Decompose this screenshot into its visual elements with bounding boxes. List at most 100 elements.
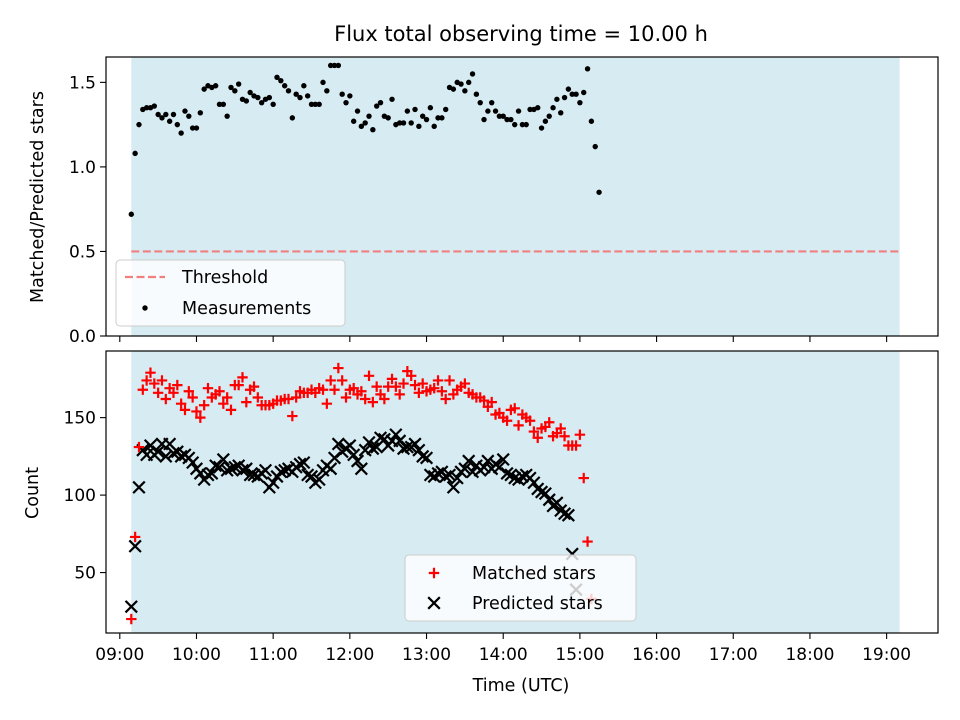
measurement-point <box>232 88 238 94</box>
matched-star-point <box>329 384 340 395</box>
matched-star-point <box>290 392 302 403</box>
predicted-star-point <box>389 428 403 442</box>
matched-star-point <box>187 392 198 403</box>
count-x-ticks: 09:00 10:00 11:00 12:00 13:00 14:00 15:00 16:00… <box>95 633 911 665</box>
measurement-point <box>496 113 503 119</box>
matched-star-point <box>390 381 402 392</box>
predicted-star-point <box>550 496 564 510</box>
measurement-point <box>193 125 200 131</box>
legend-matched-swatch <box>428 567 440 579</box>
measurement-point <box>189 125 196 131</box>
measurement-point <box>247 89 253 96</box>
measurement-point <box>293 91 299 97</box>
measurement-point <box>542 118 549 124</box>
matched-star-point <box>486 396 497 408</box>
predicted-star-point <box>274 465 288 479</box>
matched-star-point <box>532 432 543 443</box>
matched-star-point <box>436 386 448 397</box>
matched-star-point <box>198 400 210 411</box>
measurement-point <box>558 110 564 116</box>
measurement-point <box>561 94 568 101</box>
time-x-tick-label: 19:00 <box>862 645 911 665</box>
predicted-star-point <box>128 539 142 553</box>
predicted-star-point <box>132 480 146 494</box>
legend-predicted-swatch <box>427 596 441 610</box>
measurement-point <box>596 189 602 195</box>
measurement-point <box>347 93 353 99</box>
measurement-point <box>500 113 506 119</box>
measurement-point <box>404 108 411 114</box>
measurement-point <box>366 113 372 119</box>
ratio-y-tick-label: 1.5 <box>69 73 96 93</box>
measurement-point <box>535 105 541 111</box>
measurement-points-layer <box>128 62 602 217</box>
predicted-star-point <box>500 466 514 480</box>
matched-star-point <box>183 386 195 397</box>
matched-star-point <box>325 375 336 386</box>
measurement-point <box>423 116 430 123</box>
matched-star-point <box>367 396 379 408</box>
measurement-point <box>335 62 342 69</box>
predicted-star-point <box>266 476 280 490</box>
ratio-y-tick-label: 1.0 <box>69 158 96 178</box>
matched-star-point <box>129 531 141 543</box>
measurement-point <box>316 101 322 108</box>
ratio-x-ticks <box>119 336 888 342</box>
measurement-point <box>128 211 135 217</box>
matched-star-point <box>252 392 264 403</box>
matched-star-point <box>559 431 570 442</box>
matched-star-point <box>145 367 156 378</box>
time-x-tick-label: 10:00 <box>172 645 221 665</box>
measurement-point <box>462 88 468 94</box>
legend-measurements-label: Measurements <box>182 299 311 319</box>
measurement-point <box>170 111 177 118</box>
time-x-axis-label: Time (UTC) <box>472 676 570 696</box>
measurement-point <box>489 99 495 106</box>
ratio-y-ticks: 0.0 0.5 1.0 1.5 <box>69 73 106 347</box>
measurement-point <box>435 115 441 121</box>
matched-star-point <box>340 392 352 403</box>
measurement-point <box>312 101 319 108</box>
matched-star-point <box>359 393 371 405</box>
measurement-point <box>466 79 472 86</box>
matched-star-point <box>126 613 137 625</box>
measurement-point <box>220 101 227 108</box>
measurement-point <box>281 83 288 89</box>
measurement-point <box>143 105 150 111</box>
predicted-star-point <box>343 438 357 453</box>
measurement-point <box>155 111 161 118</box>
predicted-star-point <box>450 471 464 485</box>
predicted-star-point <box>400 440 414 454</box>
matched-star-point <box>172 379 183 391</box>
matched-star-point <box>398 378 409 389</box>
matched-star-point <box>348 382 359 394</box>
measurement-point <box>358 123 365 130</box>
measurement-point <box>458 81 464 87</box>
predicted-star-point <box>304 469 319 484</box>
matched-star-point <box>405 370 417 381</box>
measurement-point <box>285 88 292 94</box>
measurement-point <box>370 127 376 133</box>
legend-threshold-label: Threshold <box>181 268 268 288</box>
matched-star-point <box>459 378 471 389</box>
measurement-point <box>212 83 219 89</box>
predicted-star-point <box>324 462 338 476</box>
predicted-star-point <box>431 466 445 480</box>
measurement-point <box>255 94 261 101</box>
measurement-point <box>416 123 422 130</box>
ratio-y-axis-label: Matched/Predicted stars <box>28 91 48 303</box>
time-x-tick-label: 12:00 <box>325 645 374 665</box>
matched-star-point <box>195 412 206 423</box>
measurement-point <box>469 71 476 77</box>
matched-star-point <box>221 392 233 403</box>
measurement-point <box>588 118 595 124</box>
predicted-star-point <box>542 493 556 507</box>
measurement-point <box>508 116 514 123</box>
matched-star-point <box>160 393 172 405</box>
measurement-point <box>258 99 265 106</box>
predicted-star-point <box>527 476 541 490</box>
matched-star-point <box>528 426 540 437</box>
measurement-point <box>186 113 192 119</box>
matched-star-point <box>241 396 252 408</box>
time-x-tick-label: 14:00 <box>479 645 528 665</box>
